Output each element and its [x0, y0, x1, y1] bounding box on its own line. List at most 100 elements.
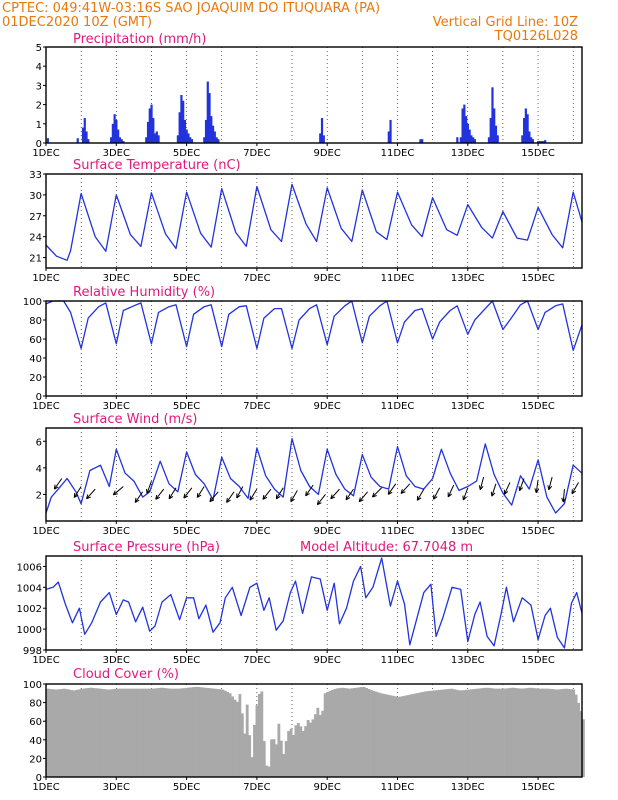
- x-tick-label: 9DEC: [313, 401, 340, 412]
- y-tick-label: 30: [29, 191, 42, 202]
- x-tick-label: 13DEC: [451, 401, 485, 412]
- cloud-bar: [153, 688, 157, 777]
- wind-arrow-head: [53, 484, 56, 490]
- wind-arrow: [305, 484, 314, 497]
- cloud-bar: [323, 693, 327, 777]
- precip-bar: [421, 139, 424, 143]
- precip-bar: [46, 138, 49, 143]
- series-line: [45, 437, 583, 514]
- cloud-bar: [350, 688, 354, 777]
- cloud-bar: [53, 689, 57, 777]
- cloud-bar: [194, 686, 198, 777]
- cloud-bar: [394, 696, 398, 777]
- precip-bar: [183, 119, 187, 143]
- cloud-bar: [516, 688, 520, 777]
- wind-arrow-shaft: [433, 487, 441, 500]
- wind-arrow: [547, 477, 553, 491]
- y-tick-label: 100: [23, 297, 42, 308]
- cloud-bar: [106, 689, 110, 777]
- wind-arrow-shaft: [358, 491, 368, 503]
- cloud-bar: [250, 757, 254, 777]
- wind-arrow: [112, 486, 124, 496]
- cloud-bar: [438, 689, 442, 777]
- y-tick-label: 33: [29, 170, 42, 181]
- cloud-bar: [99, 688, 103, 777]
- cloud-bar: [562, 688, 566, 777]
- cloud-bar: [192, 687, 196, 777]
- wind-arrow-shaft: [290, 490, 298, 502]
- precip-bar: [319, 133, 322, 143]
- cloud-bar: [209, 688, 213, 777]
- x-tick-label: 15DEC: [521, 782, 555, 793]
- y-tick-label: 60: [29, 717, 42, 728]
- cloud-bar: [253, 724, 256, 777]
- wind-arrow-head: [134, 499, 140, 503]
- cloud-bar: [145, 688, 149, 777]
- cloud-bar: [406, 695, 410, 777]
- precip-bar: [122, 141, 125, 143]
- cloud-bar: [228, 693, 232, 777]
- precip-bar: [530, 137, 533, 143]
- cloud-bar: [58, 689, 62, 777]
- wind-arrow-shaft: [317, 494, 326, 505]
- cloud-bar: [111, 689, 115, 777]
- cloud-bar: [506, 688, 510, 777]
- wind-arrow: [53, 478, 63, 490]
- wind-arrow-head: [113, 493, 118, 496]
- precip-bar: [496, 135, 499, 143]
- precip-bar: [157, 135, 160, 143]
- cloud-bar: [204, 687, 208, 777]
- cloud-bar: [362, 686, 366, 777]
- x-tick-label: 1DEC: [32, 782, 59, 793]
- wind-arrow: [249, 488, 258, 501]
- precip-bar: [493, 108, 496, 143]
- cloud-bar: [160, 687, 164, 777]
- wind-arrow-head: [168, 495, 174, 500]
- y-tick-label: 1: [36, 120, 42, 131]
- precip-bar: [456, 137, 459, 143]
- cloud-bar: [370, 690, 373, 777]
- cloud-bar: [326, 691, 330, 777]
- cloud-bar: [435, 690, 439, 777]
- header-date: 01DEC2020 10Z (GMT): [2, 15, 152, 30]
- wind-arrow: [73, 486, 82, 498]
- wind-arrow-shaft: [183, 487, 193, 499]
- cloud-bar: [355, 687, 359, 777]
- wind-arrow-shaft: [535, 479, 539, 493]
- wind-arrow-head: [183, 493, 186, 499]
- cloud-bar: [511, 687, 515, 777]
- cloud-bar: [360, 687, 364, 777]
- cloud-bar: [440, 689, 444, 777]
- wind-arrow-head: [330, 496, 336, 500]
- cloud-bar: [245, 704, 249, 777]
- cloud-bar: [165, 688, 169, 777]
- precip-bar: [176, 135, 180, 143]
- wind-arrow-head: [562, 497, 567, 503]
- cloud-bar: [177, 688, 181, 777]
- wind-arrow-head: [447, 493, 453, 498]
- wind-arrow-head: [417, 497, 422, 501]
- cloud-bar: [77, 689, 81, 777]
- cloud-bar: [318, 714, 322, 777]
- cloud-bar: [158, 687, 161, 777]
- cloud-bar: [67, 689, 71, 777]
- x-tick-label: 9DEC: [313, 273, 340, 284]
- cloud-bar: [143, 688, 147, 777]
- wind-arrow-head: [54, 486, 59, 490]
- precip-bar: [526, 114, 529, 143]
- cloud-bar: [199, 687, 203, 777]
- x-tick-label: 11DEC: [381, 655, 415, 666]
- cloud-bar: [404, 695, 407, 777]
- precip-bar: [190, 139, 194, 143]
- cloud-bar: [335, 688, 339, 777]
- wind-arrow: [371, 487, 383, 498]
- x-tick-label: 7DEC: [243, 273, 270, 284]
- panel-frame: [45, 683, 583, 778]
- precip-bar: [468, 129, 471, 143]
- cloud-bar: [136, 688, 139, 777]
- cloud-bar: [255, 705, 259, 777]
- cloud-bar: [60, 688, 64, 777]
- panel-title: Surface Temperature (nC): [73, 158, 241, 173]
- cloud-bar: [75, 689, 79, 777]
- wind-arrow-head: [262, 496, 268, 500]
